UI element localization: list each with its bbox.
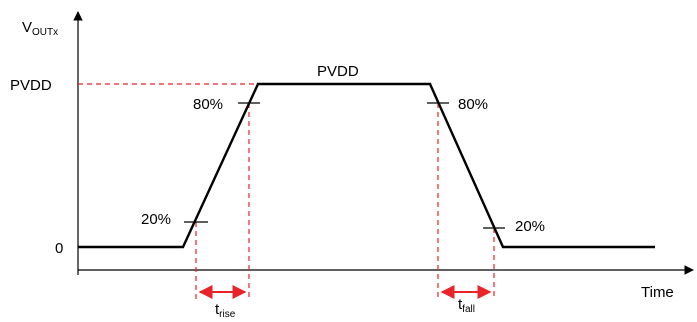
fall-80-label: 80% <box>458 96 488 113</box>
level-zero-label: 0 <box>55 240 63 257</box>
y-axis-label: VOUTx <box>22 19 58 38</box>
t-fall-label: tfall <box>458 296 475 315</box>
rise-80-label: 80% <box>193 96 223 113</box>
t-rise-label: trise <box>215 301 236 320</box>
waveform <box>78 82 655 249</box>
x-axis-label: Time <box>641 284 674 301</box>
level-high-label: PVDD <box>10 77 52 94</box>
guide-lines <box>78 83 495 300</box>
plateau-label: PVDD <box>317 63 359 80</box>
fall-20-label: 20% <box>515 218 545 235</box>
percent-ticks <box>184 102 505 229</box>
rise-20-label: 20% <box>141 211 171 228</box>
